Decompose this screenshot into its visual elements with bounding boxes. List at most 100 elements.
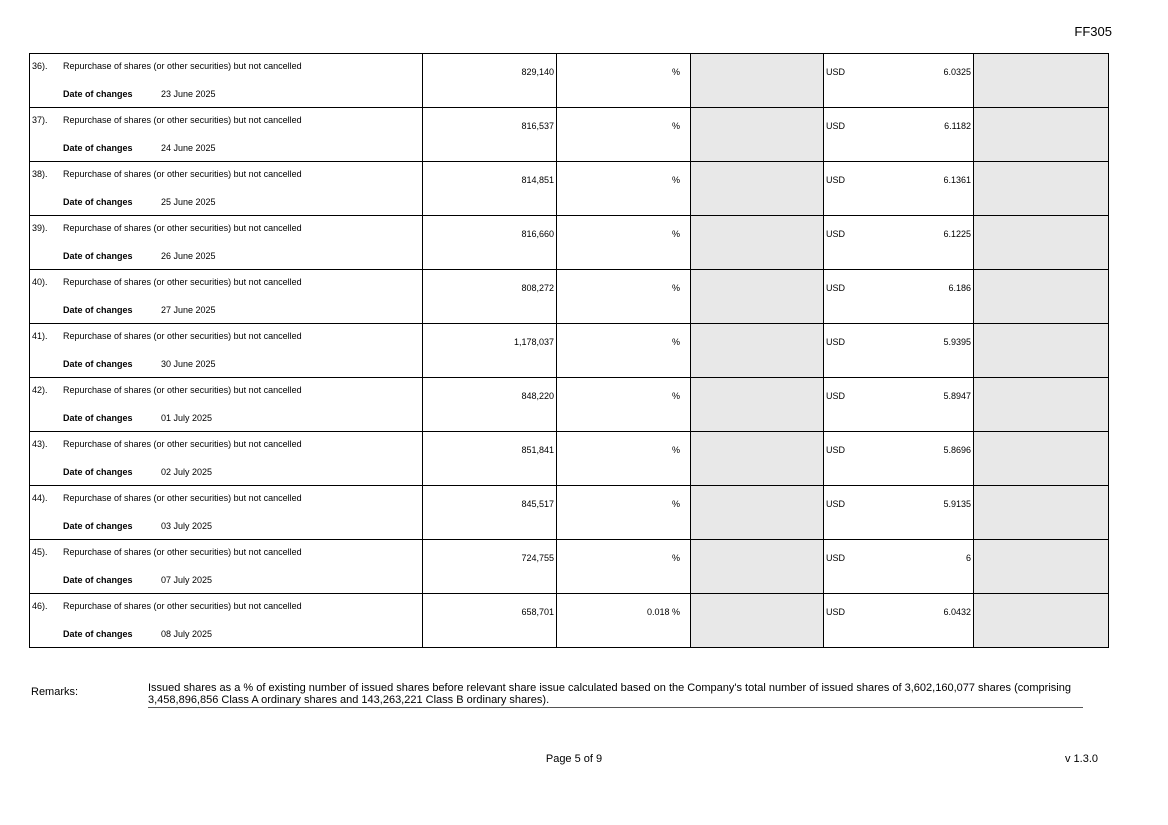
currency: USD [826,553,846,563]
shares-cell: 848,220 [422,377,557,432]
date-value: 23 June 2025 [161,89,216,99]
event-description: Repurchase of shares (or other securitie… [63,277,302,287]
event-cell: 46). Repurchase of shares (or other secu… [29,593,423,648]
price-value: 6.0432 [943,607,971,617]
event-description: Repurchase of shares (or other securitie… [63,601,302,611]
price-cell: USD 5.8696 [823,431,974,486]
price-cell: USD 6.0325 [823,53,974,108]
shaded-cell [973,215,1109,270]
shaded-cell [973,377,1109,432]
table-row: 42). Repurchase of shares (or other secu… [29,377,1109,432]
row-number: 39). [32,223,48,233]
event-cell: 42). Repurchase of shares (or other secu… [29,377,423,432]
currency: USD [826,175,846,185]
row-number: 43). [32,439,48,449]
row-number: 44). [32,493,48,503]
currency: USD [826,67,846,77]
event-description: Repurchase of shares (or other securitie… [63,547,302,557]
percent-cell: % [556,539,691,594]
shares-cell: 808,272 [422,269,557,324]
form-code: FF305 [1074,24,1112,39]
shaded-cell [973,431,1109,486]
shaded-cell [690,377,824,432]
date-label: Date of changes [63,197,133,207]
shaded-cell [973,593,1109,648]
event-cell: 36). Repurchase of shares (or other secu… [29,53,423,108]
shares-cell: 1,178,037 [422,323,557,378]
percent-cell: % [556,431,691,486]
price-value: 5.8947 [943,391,971,401]
shaded-cell [973,161,1109,216]
date-value: 25 June 2025 [161,197,216,207]
price-value: 6.186 [948,283,971,293]
shaded-cell [973,53,1109,108]
shares-value: 1,178,037 [513,337,554,347]
date-label: Date of changes [63,305,133,315]
price-cell: USD 6.1361 [823,161,974,216]
shares-value: 808,272 [521,283,554,293]
date-label: Date of changes [63,467,133,477]
row-number: 37). [32,115,48,125]
currency: USD [826,121,846,131]
version: v 1.3.0 [1064,753,1098,765]
currency: USD [826,607,846,617]
shaded-cell [973,107,1109,162]
shares-value: 816,537 [521,121,554,131]
date-value: 26 June 2025 [161,251,216,261]
date-value: 03 July 2025 [161,521,213,531]
date-label: Date of changes [63,251,133,261]
date-value: 24 June 2025 [161,143,216,153]
share-repurchase-table: 36). Repurchase of shares (or other secu… [29,53,1109,648]
shaded-cell [690,323,824,378]
row-number: 42). [32,385,48,395]
price-value: 6 [965,553,971,563]
percent-cell: % [556,269,691,324]
percent-cell: % [556,53,691,108]
shares-cell: 724,755 [422,539,557,594]
event-description: Repurchase of shares (or other securitie… [63,331,302,341]
row-number: 36). [32,61,48,71]
percent-cell: % [556,107,691,162]
percent-value: % [671,175,680,185]
row-number: 45). [32,547,48,557]
currency: USD [826,337,846,347]
table-row: 38). Repurchase of shares (or other secu… [29,161,1109,216]
percent-cell: % [556,485,691,540]
percent-cell: % [556,323,691,378]
row-number: 46). [32,601,48,611]
shaded-cell [690,431,824,486]
event-cell: 39). Repurchase of shares (or other secu… [29,215,423,270]
shares-cell: 816,660 [422,215,557,270]
price-cell: USD 6.186 [823,269,974,324]
date-label: Date of changes [63,521,133,531]
price-value: 5.8696 [943,445,971,455]
price-value: 6.1225 [943,229,971,239]
shaded-cell [690,593,824,648]
date-label: Date of changes [63,89,133,99]
price-cell: USD 6 [823,539,974,594]
date-label: Date of changes [63,629,133,639]
shaded-cell [973,539,1109,594]
table-row: 40). Repurchase of shares (or other secu… [29,269,1109,324]
price-value: 5.9135 [943,499,971,509]
shaded-cell [690,161,824,216]
shares-value: 724,755 [521,553,554,563]
table-row: 41). Repurchase of shares (or other secu… [29,323,1109,378]
table-row: 46). Repurchase of shares (or other secu… [29,593,1109,648]
percent-value: % [671,337,680,347]
shaded-cell [973,485,1109,540]
percent-value: % [671,391,680,401]
shaded-cell [690,539,824,594]
table-row: 44). Repurchase of shares (or other secu… [29,485,1109,540]
price-cell: USD 6.0432 [823,593,974,648]
percent-cell: % [556,377,691,432]
event-description: Repurchase of shares (or other securitie… [63,115,302,125]
event-cell: 38). Repurchase of shares (or other secu… [29,161,423,216]
percent-cell: % [556,161,691,216]
shares-cell: 658,701 [422,593,557,648]
page-number: Page 5 of 9 [545,753,603,765]
shaded-cell [973,323,1109,378]
event-description: Repurchase of shares (or other securitie… [63,169,302,179]
table-row: 43). Repurchase of shares (or other secu… [29,431,1109,486]
